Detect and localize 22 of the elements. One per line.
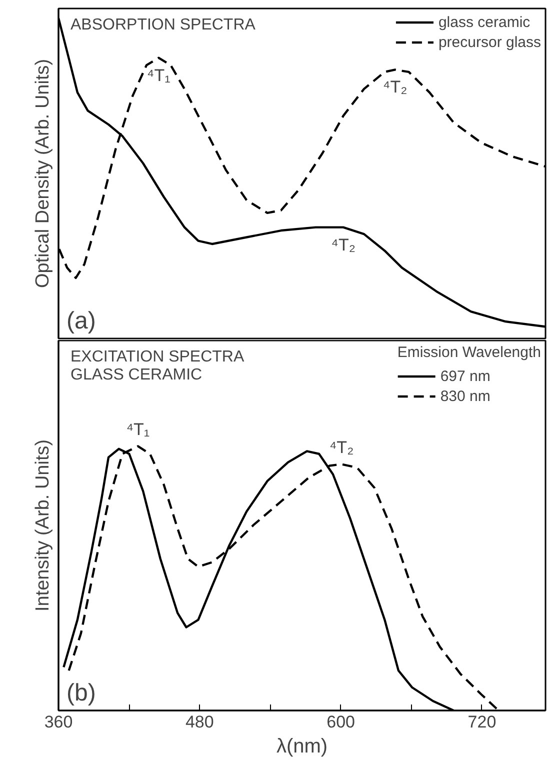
legend-label: precursor glass [438, 34, 541, 50]
y-axis-title: Optical Density (Arb. Units) [32, 58, 54, 288]
x-tick-label: 600 [326, 712, 356, 732]
chart-title: EXCITATION SPECTRA [70, 348, 244, 366]
annotation: ⁴T₂ [331, 235, 356, 254]
annotation: ⁴T₂ [329, 438, 354, 458]
legend-title: Emission Wavelength [397, 344, 541, 361]
legend-label: glass ceramic [438, 14, 530, 30]
annotation: (a) [66, 308, 96, 334]
x-axis-title: λ(nm) [276, 736, 328, 758]
annotation: ⁴T₂ [382, 78, 408, 97]
legend-label: 697 nm [440, 368, 490, 384]
legend-label: 830 nm [440, 388, 490, 404]
x-tick-label: 720 [468, 712, 496, 732]
annotation: (b) [66, 680, 96, 706]
annotation: ⁴T₁ [126, 420, 150, 440]
x-tick-label: 480 [185, 712, 214, 732]
annotation: ⁴T₁ [146, 66, 171, 85]
chart-subtitle: GLASS CERAMIC [70, 366, 202, 384]
y-axis-title: Intensity (Arb. Units) [32, 439, 54, 612]
x-tick-label: 360 [44, 712, 73, 732]
chart-title: ABSORPTION SPECTRA [70, 16, 256, 34]
